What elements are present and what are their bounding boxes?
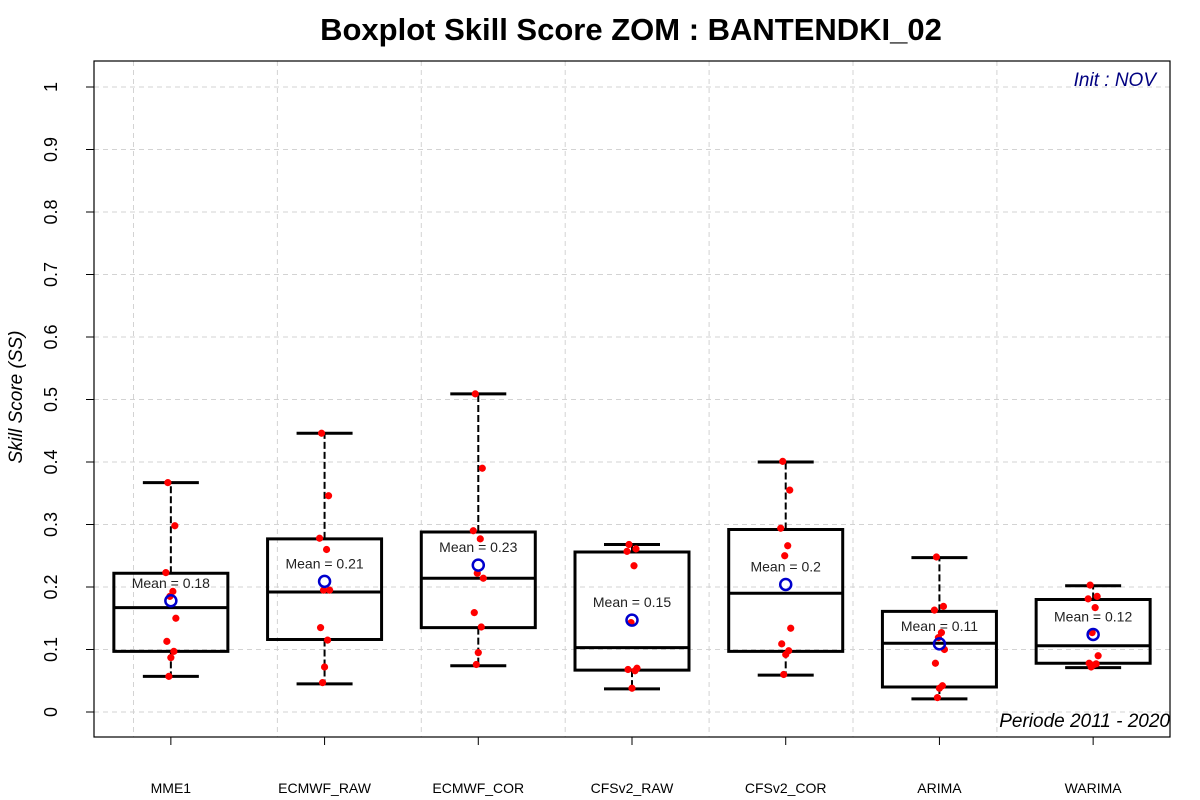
data-point	[784, 542, 792, 550]
data-point	[172, 614, 180, 622]
y-tick-label: 0.1	[41, 637, 61, 662]
data-point	[478, 464, 486, 472]
data-point	[779, 457, 787, 465]
data-point	[324, 492, 333, 500]
data-point	[1093, 592, 1101, 600]
data-point	[787, 624, 795, 632]
data-point	[781, 552, 789, 560]
data-point	[162, 569, 170, 577]
data-point	[171, 522, 179, 530]
data-point	[931, 659, 940, 667]
data-point	[624, 665, 632, 674]
mean-marker	[778, 577, 793, 592]
data-point	[780, 670, 788, 679]
y-tick-label: 0.4	[41, 449, 61, 474]
data-point	[320, 663, 329, 671]
y-tick-label: 0.9	[41, 137, 61, 162]
mean-marker	[1086, 627, 1100, 642]
mean-label: Mean = 0.23	[439, 539, 517, 555]
chart-title: Boxplot Skill Score ZOM : BANTENDKI_02	[320, 12, 942, 47]
mean-label: Mean = 0.21	[285, 555, 363, 571]
y-tick-label: 1	[41, 82, 61, 92]
y-tick-label: 0.2	[41, 574, 61, 599]
x-tick-label: ARIMA	[917, 780, 962, 796]
mean-marker	[164, 594, 178, 608]
x-tick-label: CFSv2_COR	[745, 780, 827, 796]
y-tick-label: 0.6	[41, 324, 61, 349]
data-point	[1094, 652, 1102, 660]
period-annotation: Periode 2011 - 2020	[999, 711, 1170, 732]
data-point	[625, 540, 633, 549]
data-point	[316, 624, 325, 632]
data-point	[930, 606, 939, 614]
data-point	[935, 684, 944, 692]
data-point	[469, 527, 477, 535]
x-tick-label: WARIMA	[1065, 780, 1123, 796]
init-annotation: Init : NOV	[1073, 70, 1156, 91]
y-tick-label: 0.8	[41, 199, 61, 224]
data-point	[933, 694, 942, 702]
data-point	[623, 547, 631, 555]
y-tick-label: 0.5	[41, 387, 61, 412]
data-point	[477, 623, 485, 631]
data-point	[165, 672, 173, 680]
data-point	[778, 640, 786, 648]
data-point	[164, 479, 172, 487]
data-point	[476, 535, 484, 543]
x-tick-label: ECMWF_COR	[432, 780, 524, 796]
data-point	[630, 562, 638, 570]
data-point	[479, 574, 487, 582]
data-point	[939, 602, 948, 610]
mean-label: Mean = 0.12	[1054, 609, 1132, 625]
data-point	[471, 390, 479, 398]
data-point	[167, 654, 175, 662]
data-point	[631, 667, 639, 675]
mean-marker	[317, 574, 332, 589]
data-point	[319, 586, 328, 594]
data-point	[1086, 581, 1094, 589]
y-tick-label: 0	[41, 707, 61, 717]
data-point	[782, 650, 790, 659]
data-point	[474, 649, 482, 657]
mean-marker	[932, 637, 947, 651]
mean-label: Mean = 0.2	[750, 559, 821, 575]
data-point	[317, 429, 326, 437]
plot-frame	[93, 60, 1171, 738]
data-point	[470, 609, 478, 617]
data-point	[318, 679, 327, 687]
data-point	[932, 553, 941, 561]
data-point	[632, 545, 640, 553]
data-point	[1084, 595, 1092, 603]
x-tick-label: ECMWF_RAW	[278, 780, 372, 796]
data-point	[170, 647, 178, 655]
data-point	[628, 684, 636, 692]
data-point	[777, 524, 785, 532]
x-tick-label: MME1	[151, 780, 192, 796]
mean-label: Mean = 0.15	[593, 594, 671, 610]
y-tick-label: 0.3	[41, 512, 61, 537]
data-point	[1087, 663, 1095, 671]
data-point	[1091, 604, 1099, 612]
y-tick-label: 0.7	[41, 262, 61, 287]
data-point	[325, 586, 334, 594]
data-point	[786, 486, 794, 494]
mean-label: Mean = 0.11	[901, 618, 978, 634]
data-point	[315, 534, 324, 542]
data-point	[323, 636, 332, 644]
mean-marker	[471, 558, 486, 572]
box-body	[573, 550, 691, 672]
data-point	[163, 637, 171, 645]
mean-marker	[625, 613, 639, 627]
x-tick-label: CFSv2_RAW	[591, 780, 675, 796]
mean-label: Mean = 0.18	[132, 575, 210, 591]
data-point	[472, 660, 480, 669]
data-point	[322, 545, 331, 554]
